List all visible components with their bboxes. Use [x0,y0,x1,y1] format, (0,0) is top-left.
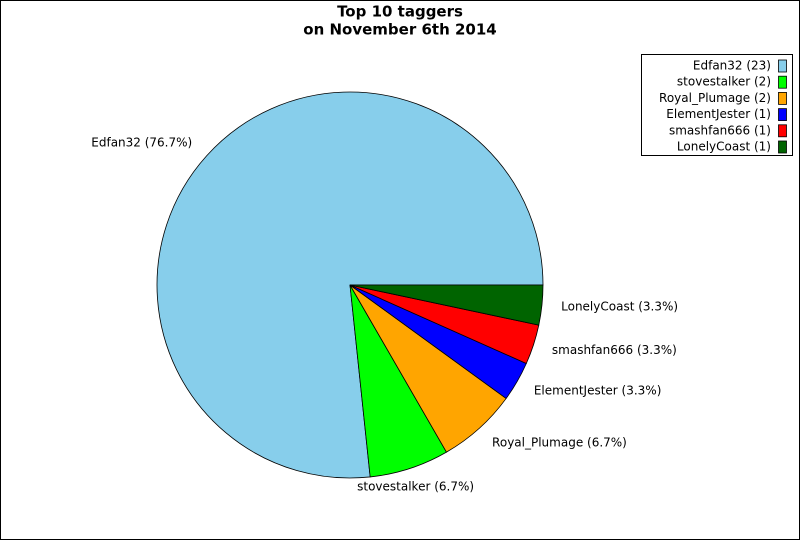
slice-label: Royal_Plumage (6.7%) [492,435,627,449]
legend-label: Edfan32 (23) [693,59,771,73]
legend-swatch [778,92,787,105]
legend-swatch [778,124,787,138]
legend-swatch [778,108,787,121]
slice-label: stovestalker (6.7%) [357,479,474,493]
slice-label: LonelyCoast (3.3%) [561,300,678,314]
chart-title: on November 6th 2014 [303,21,496,39]
slice-label: Edfan32 (76.7%) [91,135,192,149]
pie-slice [349,284,544,326]
legend-box [641,54,793,156]
slice-label: smashfan666 (3.3%) [552,343,677,357]
chart-title: Top 10 taggers [337,3,463,21]
pie-slice [156,91,544,479]
legend-label: ElementJester (1) [666,107,771,121]
legend-label: stovestalker (2) [677,75,771,89]
slice-label: ElementJester (3.3%) [534,384,662,398]
legend-swatch [778,59,787,73]
legend-label: LonelyCoast (1) [677,140,771,154]
legend-swatch [778,75,787,89]
legend-swatch [778,140,787,154]
legend-label: smashfan666 (1) [669,123,771,137]
legend-label: Royal_Plumage (2) [659,91,771,105]
